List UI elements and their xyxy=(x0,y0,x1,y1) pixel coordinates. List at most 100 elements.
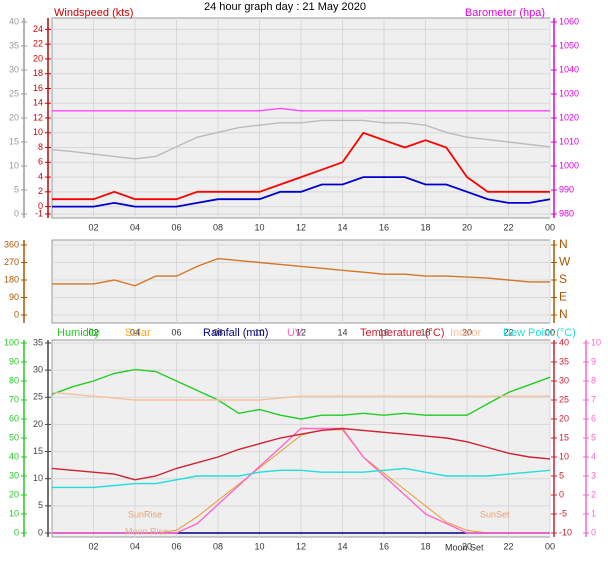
x-tick-label: 04 xyxy=(130,222,140,232)
y-tick-label: 35 xyxy=(9,40,19,50)
x-tick-label: 22 xyxy=(503,541,513,551)
y-tick-label: 24 xyxy=(33,24,43,34)
y-tick-label: 30 xyxy=(33,365,43,375)
y-tick-label: -1 xyxy=(35,208,43,218)
y-tick-label: 0 xyxy=(38,201,43,211)
y-tick-label: 22 xyxy=(33,39,43,49)
y-tick-label: 2 xyxy=(38,186,43,196)
y-tick-label: 30 xyxy=(9,64,19,74)
x-tick-label: 16 xyxy=(379,541,389,551)
y-tick-label: W xyxy=(559,255,571,269)
line xyxy=(51,119,551,160)
y-tick-label: 10 xyxy=(33,127,43,137)
y-tick-label: 5 xyxy=(38,500,43,510)
y-tick-label: 12 xyxy=(33,112,43,122)
y-tick-label: 2 xyxy=(591,489,596,499)
y-tick-label: S xyxy=(559,272,567,286)
y-tick-label: 20 xyxy=(33,419,43,429)
y-tick-label: 0 xyxy=(559,489,564,499)
y-tick-label: 30 xyxy=(9,470,19,480)
y-tick-label: 25 xyxy=(9,88,19,98)
y-tick-label: 5 xyxy=(591,432,596,442)
y-tick-label: 40 xyxy=(9,451,19,461)
y-tick-label: 1 xyxy=(591,508,596,518)
x-tick-label: 06 xyxy=(171,222,181,232)
legend-entry: UV xyxy=(287,327,303,339)
y-tick-label: 1050 xyxy=(559,40,579,50)
y-tick-label: 0 xyxy=(14,527,19,537)
x-tick-label: 08 xyxy=(213,327,223,337)
y-tick-label: 15 xyxy=(559,432,569,442)
annotation: SunSet xyxy=(480,509,510,519)
y-tick-label: 10 xyxy=(33,473,43,483)
x-tick-label: 02 xyxy=(88,222,98,232)
y-tick-label: 270 xyxy=(4,257,19,267)
y-tick-label: 6 xyxy=(591,413,596,423)
y-tick-label: 1010 xyxy=(559,136,579,146)
axis-title: Windspeed (kts) xyxy=(54,7,133,19)
x-tick-label: 12 xyxy=(296,222,306,232)
line xyxy=(52,107,550,112)
y-tick-label: E xyxy=(559,290,567,304)
legend-entry: Indoor xyxy=(450,327,482,339)
y-tick-label: 8 xyxy=(591,375,596,385)
y-tick-label: 6 xyxy=(38,157,43,167)
y-tick-label: 35 xyxy=(33,337,43,347)
x-tick-label: 02 xyxy=(88,327,98,337)
legend-entry: Temperature (°C) xyxy=(360,327,444,339)
y-tick-label: 0 xyxy=(14,208,19,218)
y-tick-label: 50 xyxy=(9,432,19,442)
y-tick-label: -5 xyxy=(559,508,567,518)
y-tick-label: N xyxy=(559,307,568,321)
y-tick-label: 360 xyxy=(4,239,19,249)
x-tick-label: 14 xyxy=(337,541,347,551)
y-tick-label: 14 xyxy=(33,98,43,108)
legend-entry: Dew Point (°C) xyxy=(503,327,576,339)
annotation: SunRise xyxy=(128,509,162,519)
line xyxy=(52,257,550,287)
y-tick-label: N xyxy=(559,237,568,251)
y-tick-label: 25 xyxy=(33,392,43,402)
x-tick-label: 12 xyxy=(296,327,306,337)
x-tick-label: 00 xyxy=(545,327,555,337)
y-tick-label: 8 xyxy=(38,142,43,152)
x-tick-label: 14 xyxy=(337,222,347,232)
y-tick-label: 990 xyxy=(559,184,574,194)
x-tick-label: 12 xyxy=(296,541,306,551)
x-tick-label: 08 xyxy=(213,541,223,551)
legend-entry: Solar xyxy=(125,327,151,339)
x-tick-label: 20 xyxy=(462,222,472,232)
line xyxy=(52,427,550,534)
x-tick-label: 06 xyxy=(171,327,181,337)
y-tick-label: 10 xyxy=(9,160,19,170)
y-tick-label: 1040 xyxy=(559,64,579,74)
line xyxy=(52,131,550,201)
annotation: Moon Rise xyxy=(125,526,168,536)
y-tick-label: 1060 xyxy=(559,16,579,26)
y-tick-label: 40 xyxy=(559,337,569,347)
y-tick-label: 1030 xyxy=(559,88,579,98)
y-tick-label: 10 xyxy=(591,337,601,347)
x-tick-label: 08 xyxy=(213,222,223,232)
y-tick-label: 90 xyxy=(9,356,19,366)
y-tick-label: 1000 xyxy=(559,160,579,170)
y-tick-label: 0 xyxy=(14,309,19,319)
legend-entry: Humidity xyxy=(57,327,100,339)
x-tick-label: 10 xyxy=(254,222,264,232)
y-tick-label: 4 xyxy=(591,451,596,461)
y-tick-label: 15 xyxy=(33,446,43,456)
y-tick-label: 35 xyxy=(559,356,569,366)
y-tick-label: 60 xyxy=(9,413,19,423)
line xyxy=(52,176,551,208)
y-tick-label: -10 xyxy=(559,527,572,537)
x-tick-label: 00 xyxy=(545,541,555,551)
y-tick-label: 0 xyxy=(591,527,596,537)
y-tick-label: 40 xyxy=(9,16,19,26)
y-tick-label: 0 xyxy=(38,527,43,537)
y-tick-label: 25 xyxy=(559,394,569,404)
x-tick-label: 20 xyxy=(462,327,472,337)
x-tick-label: 18 xyxy=(420,541,430,551)
y-tick-label: 80 xyxy=(9,375,19,385)
x-tick-label: 18 xyxy=(420,222,430,232)
y-tick-label: 5 xyxy=(559,470,564,480)
